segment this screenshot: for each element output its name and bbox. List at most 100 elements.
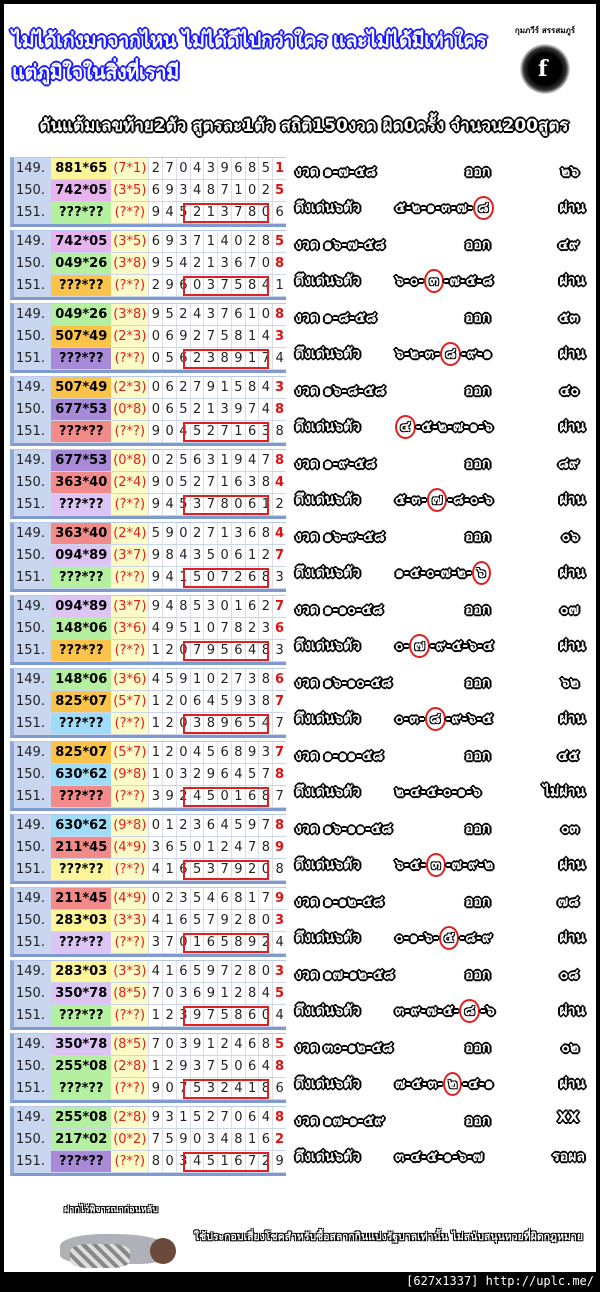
digit-cell: 0 [230,1056,245,1077]
digit-cell: 7 [217,859,231,880]
sequence-digit: ๒ [456,565,467,581]
facebook-logo[interactable]: กุมภวีร์ สรรสมภูร์ f [514,24,576,106]
digit-cell: 4 [217,1129,231,1150]
formula-block: 149. 283*03 (3*3) 4 1 6 5 9 7 2 8 0 3 150. 350*78 (8*5)… [6,960,596,1033]
digit-cell: 2 [162,691,176,712]
digit-cell: 2 [230,567,245,588]
digit-cell: 8 [272,1107,286,1128]
row-index: 150. [14,545,52,566]
pick-label: ดึงเด่น๖ตัว [295,711,361,727]
draw-date: งวด ๑๖-๑๑-๕๘ [295,821,393,837]
row-index: 150. [14,691,52,712]
table-row: 150. 742*05 (3*5) 6 9 3 4 8 7 1 0 2 5 [14,180,286,202]
digit-cell: 8 [230,742,245,763]
row-index: 149. [14,450,52,471]
digit-cell: 7 [189,640,204,661]
table-row: 151. ???*?? (?*?) 3 9 2 4 5 0 1 6 8 7 [14,786,286,808]
highlight-box [183,203,269,223]
sequence-digit: ๗ [452,419,464,435]
digit-cell: 3 [244,669,259,690]
formula-block: 149. 211*45 (4*9) 0 2 3 5 4 6 8 1 7 9 150. 283*03 (3*3)… [6,887,596,960]
digit-cell: 9 [175,669,190,690]
pair-cell: (?*?) [111,1005,149,1026]
pair-cell: (5*7) [111,742,149,763]
pair-cell: (3*8) [111,253,149,274]
pair-cell: (4*9) [111,837,149,858]
digit-cell: 0 [203,567,218,588]
digit-cell: 5 [162,304,176,325]
digit-cell: 4 [258,399,273,420]
circled-digit: ๗ [426,488,448,512]
row-index: 149. [14,231,52,252]
sequence-digit: ๖ [483,419,493,435]
digit-cell: 2 [189,253,204,274]
digit-cell: 6 [272,618,286,639]
digit-cell: 5 [230,377,245,398]
table-row: 149. 630*62 (9*8) 0 1 2 3 6 4 5 9 7 8 [14,815,286,837]
out-label: ออก [465,1113,491,1129]
circled-digit: ๕ [438,926,460,950]
ink-splat-icon [520,44,570,94]
status-badge: ผ่าน [559,857,585,873]
highlight-box [183,641,269,661]
digit-cell: 0 [175,742,190,763]
table-row: 149. 881*65 (7*1) 2 7 0 4 3 9 6 8 5 1 [14,158,286,180]
sequence-digit: ๐ [395,930,404,946]
digit-cell: 3 [244,472,259,493]
digit-cell: 1 [244,1078,259,1099]
digit-cell: 4 [189,1151,204,1172]
digit-cell: 5 [189,910,204,931]
formula-table: 149. 049*26 (3*8) 9 5 2 4 3 7 6 1 0 8 150. 507*49 (2*3)… [10,303,286,373]
digit-cell: 9 [203,764,218,785]
digit-cell: 6 [244,786,259,807]
draw-date: งวด ๓๐-๑๒-๕๘ [295,1040,393,1056]
table-row: 149. 677*53 (0*8) 0 2 5 6 3 1 9 4 7 8 [14,450,286,472]
digit-cell: 5 [175,837,190,858]
digit-cell: 2 [175,377,190,398]
digit-cell: 3 [217,202,231,223]
digit-cell: 4 [162,596,176,617]
row-index: 151. [14,202,52,223]
digit-cell: 6 [230,253,245,274]
table-row: 151. ???*?? (?*?) 9 4 1 5 0 7 2 6 8 3 [14,567,286,589]
sequence-digit: ๖ [457,1149,467,1165]
digit-cell: 3 [148,932,163,953]
row-index: 149. [14,304,52,325]
sequence-digit: ๐ [442,784,452,800]
highlight-box [183,933,269,953]
pick-sequence: ๕-๓- ๗ -๘-๐-๖ [395,488,493,512]
status-badge: ผ่าน [559,273,585,289]
draw-result: ๒๖ [560,164,579,180]
sequence-digit: ๗ [472,1149,484,1165]
pick-label: ดึงเด่น๖ตัว [295,565,361,581]
pick-label: ดึงเด่น๖ตัว [295,784,361,800]
digit-cell: 3 [189,815,204,836]
sequence-digit: ๕ [409,857,421,873]
table-row: 150. 094*89 (3*7) 9 8 4 3 5 0 6 1 2 7 [14,545,286,567]
digit-cell: 5 [162,253,176,274]
highlight-box [183,787,269,807]
sequence-digit: ๗ [426,1003,437,1019]
digit-cell: 5 [189,567,204,588]
digit-cell: 5 [272,180,286,201]
digit-cell: 3 [148,786,163,807]
row-index: 150. [14,472,52,493]
digit-cell: 4 [272,932,286,953]
digit-cell: 2 [230,910,245,931]
digit-cell: 9 [175,1129,190,1150]
digit-cell: 3 [175,180,190,201]
formula-cell: 825*07 [51,691,112,712]
digit-cell: 4 [217,815,231,836]
digit-cell: 8 [272,1056,286,1077]
digit-cell: 8 [258,669,273,690]
digit-cell: 9 [148,567,163,588]
digit-cell: 3 [272,640,286,661]
digit-cell: 4 [258,1056,273,1077]
table-row: 150. 211*45 (4*9) 3 6 5 0 1 2 4 7 8 9 [14,837,286,859]
formula-cell: ???*?? [51,494,112,515]
sequence-digit: ๒ [437,419,448,435]
row-index: 149. [14,523,52,544]
digit-cell: 9 [244,742,259,763]
table-row: 149. 742*05 (3*5) 6 9 3 7 1 4 0 2 8 5 [14,231,286,253]
formula-table: 149. 507*49 (2*3) 0 6 2 7 9 1 5 8 4 3 150. 677*53 (0*8)… [10,376,286,446]
